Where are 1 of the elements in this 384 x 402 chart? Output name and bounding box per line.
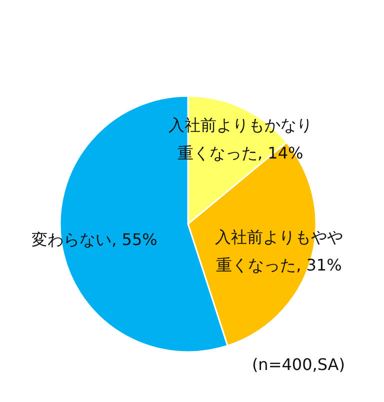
text: (n=400,SA) (252, 355, 345, 374)
